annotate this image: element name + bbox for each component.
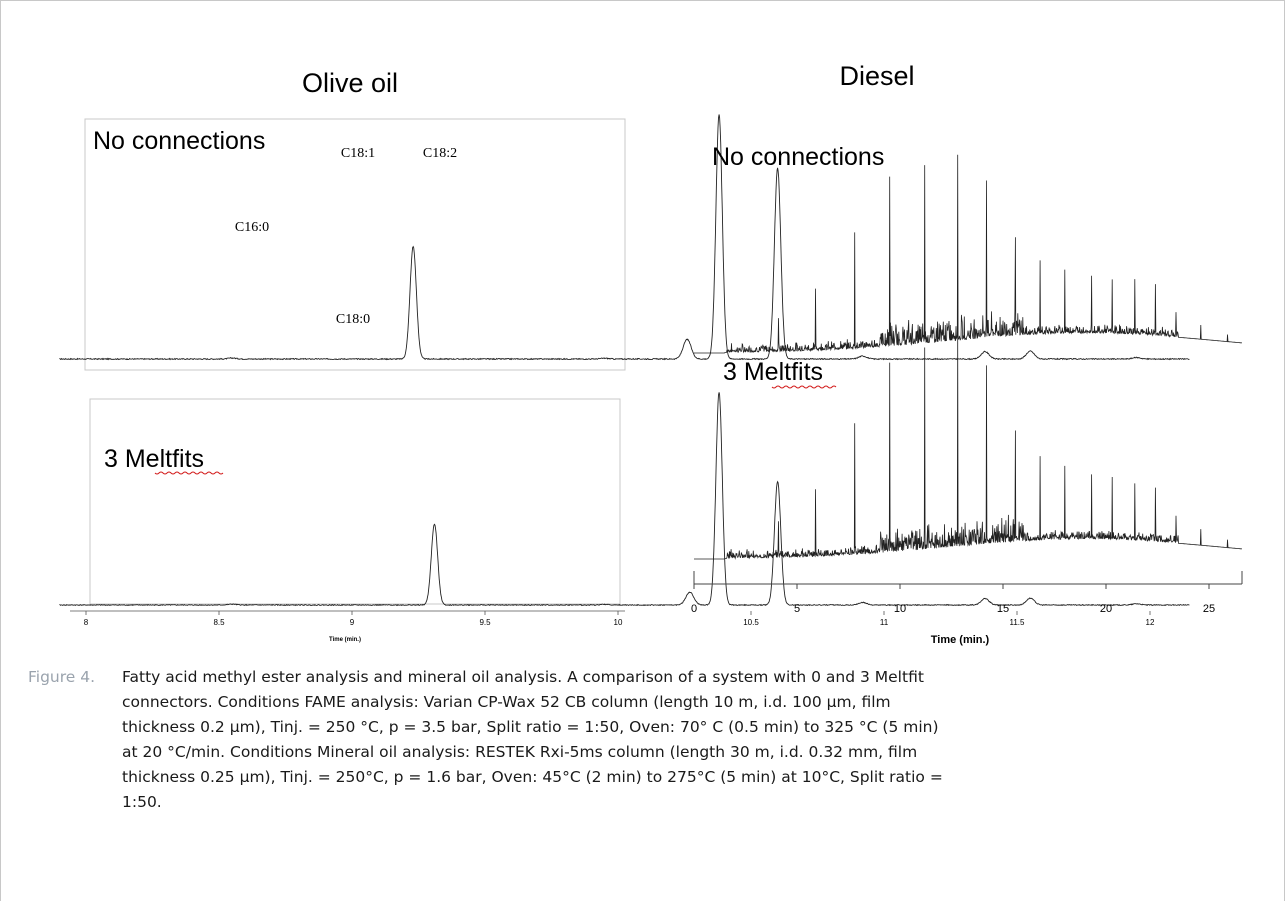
olive-x-tick-label: 11 <box>880 618 889 627</box>
olive-meltfits-spellcheck-underline <box>154 471 224 475</box>
diesel-3-meltfits-label: 3 Meltfits <box>723 358 823 386</box>
diesel-x-tick-label: 10 <box>894 603 906 615</box>
olive-no-connections-trace <box>59 114 1190 361</box>
diesel-x-tick-label: 25 <box>1203 603 1215 615</box>
figure-caption-line-1: Fatty acid methyl ester analysis and min… <box>122 668 924 686</box>
olive-x-axis-label: Time (min.) <box>329 637 361 643</box>
peak-label-c16-0: C16:0 <box>235 220 269 235</box>
olive-no-connections-frame <box>84 118 626 371</box>
olive-x-tick-label: 8 <box>84 618 89 627</box>
diesel-x-axis-label: Time (min.) <box>931 634 990 646</box>
figure-caption-label: Figure 4. <box>28 668 96 686</box>
figure-caption: Figure 4. Fatty acid methyl ester analys… <box>28 665 1268 815</box>
figure-caption-line-5: thickness 0.25 µm), Tinj. = 250°C, p = 1… <box>122 768 943 786</box>
olive-oil-title: Olive oil <box>302 68 398 98</box>
diesel-x-tick-label: 0 <box>691 603 697 615</box>
olive-x-tick-label: 10.5 <box>743 618 759 627</box>
diesel-x-tick-label: 15 <box>997 603 1009 615</box>
diesel-x-tick-label: 20 <box>1100 603 1112 615</box>
olive-x-ticks: 8 8.5 9 9.5 10 10.5 11 11.5 12 <box>84 611 1155 627</box>
figure-caption-line-6: 1:50. <box>122 793 162 811</box>
frame-top-border <box>0 0 1285 1</box>
diesel-no-connections-trace <box>694 154 1242 354</box>
olive-x-tick-label: 8.5 <box>213 618 225 627</box>
diesel-no-connections-label: No connections <box>712 143 884 171</box>
diesel-title: Diesel <box>839 61 914 91</box>
figure-caption-line-3: thickness 0.2 µm), Tinj. = 250 °C, p = 3… <box>122 718 939 736</box>
frame-left-border <box>0 0 1 901</box>
diesel-3-meltfits-trace <box>694 334 1242 560</box>
olive-x-tick-label: 10 <box>614 618 623 627</box>
chromatogram-figure: Olive oil No connections C16:0 C18:0 C18… <box>59 61 1243 646</box>
diesel-x-ticks: 0 5 10 15 20 25 <box>691 584 1215 615</box>
olive-3-meltfits-frame <box>89 398 621 605</box>
olive-3-meltfits-label: 3 Meltfits <box>104 445 204 473</box>
olive-x-tick-label: 9.5 <box>479 618 491 627</box>
olive-no-connections-label: No connections <box>93 127 265 155</box>
figure-caption-line-4: at 20 °C/min. Conditions Mineral oil ana… <box>122 743 918 761</box>
peak-label-c18-0: C18:0 <box>336 312 370 327</box>
olive-3-meltfits-trace <box>59 392 1190 607</box>
olive-x-tick-label: 12 <box>1146 618 1155 627</box>
olive-x-tick-label: 11.5 <box>1010 618 1026 627</box>
diesel-chart: Diesel No connections 3 Meltfits 0 5 10 15 2… <box>691 61 1243 646</box>
olive-x-tick-label: 9 <box>350 618 355 627</box>
figure-caption-line-2: connectors. Conditions FAME analysis: Va… <box>122 693 891 711</box>
diesel-meltfits-spellcheck-underline <box>771 385 837 389</box>
peak-label-c18-1: C18:1 <box>341 146 375 161</box>
diesel-x-tick-label: 5 <box>794 603 800 615</box>
olive-oil-chart: Olive oil No connections C16:0 C18:0 C18… <box>59 68 1190 643</box>
peak-label-c18-2: C18:2 <box>423 146 457 161</box>
